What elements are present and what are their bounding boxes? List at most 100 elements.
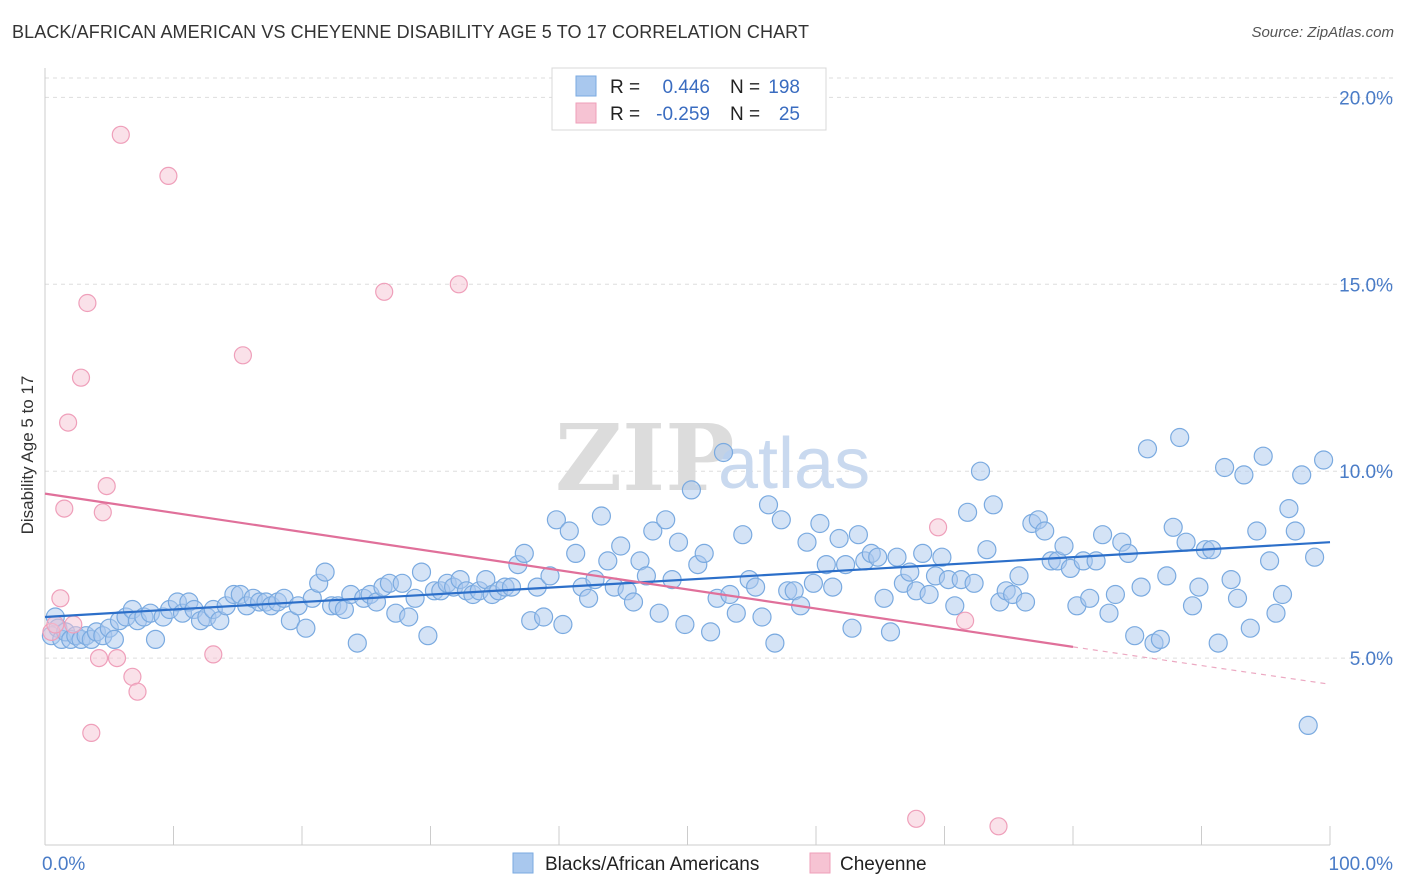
- data-point: [1150, 629, 1171, 650]
- data-point: [970, 461, 991, 481]
- data-point: [591, 506, 612, 526]
- data-point: [553, 614, 573, 635]
- data-point: [111, 125, 130, 144]
- legend-n-label: N =: [730, 77, 760, 98]
- data-point: [392, 573, 412, 593]
- data-point: [989, 817, 1008, 836]
- data-point: [58, 413, 78, 432]
- data-point: [842, 618, 862, 638]
- legend-n-label: N =: [730, 104, 760, 125]
- data-point: [566, 543, 586, 564]
- data-point: [411, 562, 432, 582]
- data-point: [1189, 577, 1209, 597]
- data-point: [233, 346, 252, 365]
- data-point: [71, 368, 91, 387]
- data-point: [1292, 465, 1312, 485]
- data-point: [1092, 525, 1113, 545]
- data-point: [874, 588, 894, 608]
- data-point: [726, 603, 746, 623]
- source-label: Source: ZipAtlas.com: [1251, 24, 1394, 41]
- chart-title: BLACK/AFRICAN AMERICAN VS CHEYENNE DISAB…: [12, 22, 810, 42]
- watermark-atlas: atlas: [718, 424, 870, 504]
- axes: [44, 68, 1331, 846]
- data-point: [559, 521, 579, 541]
- data-point: [89, 648, 109, 668]
- y-tick-label: 5.0%: [1350, 649, 1393, 670]
- data-point: [1240, 618, 1260, 638]
- data-point: [104, 629, 125, 650]
- data-point: [733, 525, 753, 545]
- data-point: [913, 543, 933, 564]
- data-point: [1253, 446, 1273, 466]
- data-point: [540, 566, 560, 586]
- data-point: [643, 521, 663, 541]
- y-tick-label: 10.0%: [1339, 462, 1393, 483]
- data-point: [797, 532, 817, 552]
- data-point: [868, 547, 888, 567]
- trend-lines: [44, 492, 1331, 685]
- data-point: [977, 540, 997, 560]
- data-point: [829, 528, 849, 549]
- data-point: [280, 611, 300, 631]
- data-point: [816, 554, 836, 575]
- data-point: [1170, 427, 1190, 448]
- data-point: [668, 532, 689, 552]
- data-point: [159, 166, 178, 185]
- bottom-legend-label: Cheyenne: [840, 854, 927, 875]
- watermark: ZIP atlas: [555, 404, 870, 512]
- data-point: [1272, 584, 1293, 605]
- data-point: [1163, 517, 1183, 537]
- legend-swatch-blue: [575, 75, 597, 97]
- data-point: [1157, 566, 1177, 586]
- x-tick-label: 100.0%: [1329, 854, 1394, 875]
- data-point: [449, 275, 468, 294]
- data-point: [97, 477, 116, 496]
- data-point: [82, 723, 101, 743]
- x-tick-label: 0.0%: [42, 854, 85, 875]
- y-tick-label: 15.0%: [1339, 275, 1393, 296]
- data-point: [955, 611, 975, 630]
- data-point: [681, 480, 702, 500]
- data-point: [1279, 499, 1299, 519]
- data-point: [1285, 521, 1305, 541]
- y-tick-labels: 5.0% 10.0% 15.0% 20.0%: [1339, 88, 1393, 670]
- data-point: [1080, 588, 1100, 608]
- bottom-legend-swatch-blue: [512, 852, 534, 874]
- data-point: [1214, 457, 1235, 478]
- data-point: [1009, 566, 1029, 586]
- data-point: [1137, 439, 1158, 459]
- data-point: [700, 622, 721, 642]
- trend-line-cheyenne: [44, 492, 1074, 648]
- data-point: [315, 562, 335, 582]
- data-point: [501, 577, 522, 597]
- legend-n-value: 198: [768, 77, 800, 98]
- data-point: [51, 589, 70, 608]
- trend-line-cheyenne-extension: [1072, 646, 1331, 685]
- data-point: [1131, 577, 1151, 597]
- data-point: [803, 573, 824, 593]
- y-axis-label: Disability Age 5 to 17: [18, 376, 37, 535]
- data-point: [1266, 603, 1286, 623]
- data-point: [347, 633, 367, 653]
- data-point: [1015, 592, 1036, 612]
- data-point: [649, 603, 669, 623]
- data-point: [399, 607, 419, 627]
- y-tick-label: 20.0%: [1339, 88, 1393, 109]
- data-point: [1054, 536, 1074, 556]
- data-point: [64, 615, 83, 634]
- legend-n-value: 25: [779, 104, 800, 125]
- data-point: [204, 645, 223, 664]
- data-point: [1035, 521, 1055, 541]
- data-point: [848, 525, 869, 545]
- legend-r-label: R =: [610, 104, 640, 125]
- data-point: [375, 282, 394, 301]
- data-point: [405, 588, 425, 608]
- data-point: [46, 615, 65, 634]
- data-point: [823, 577, 843, 597]
- data-point: [1099, 603, 1119, 623]
- data-point: [928, 518, 948, 537]
- data-point: [887, 547, 907, 567]
- data-point: [514, 543, 534, 564]
- data-point: [919, 584, 939, 605]
